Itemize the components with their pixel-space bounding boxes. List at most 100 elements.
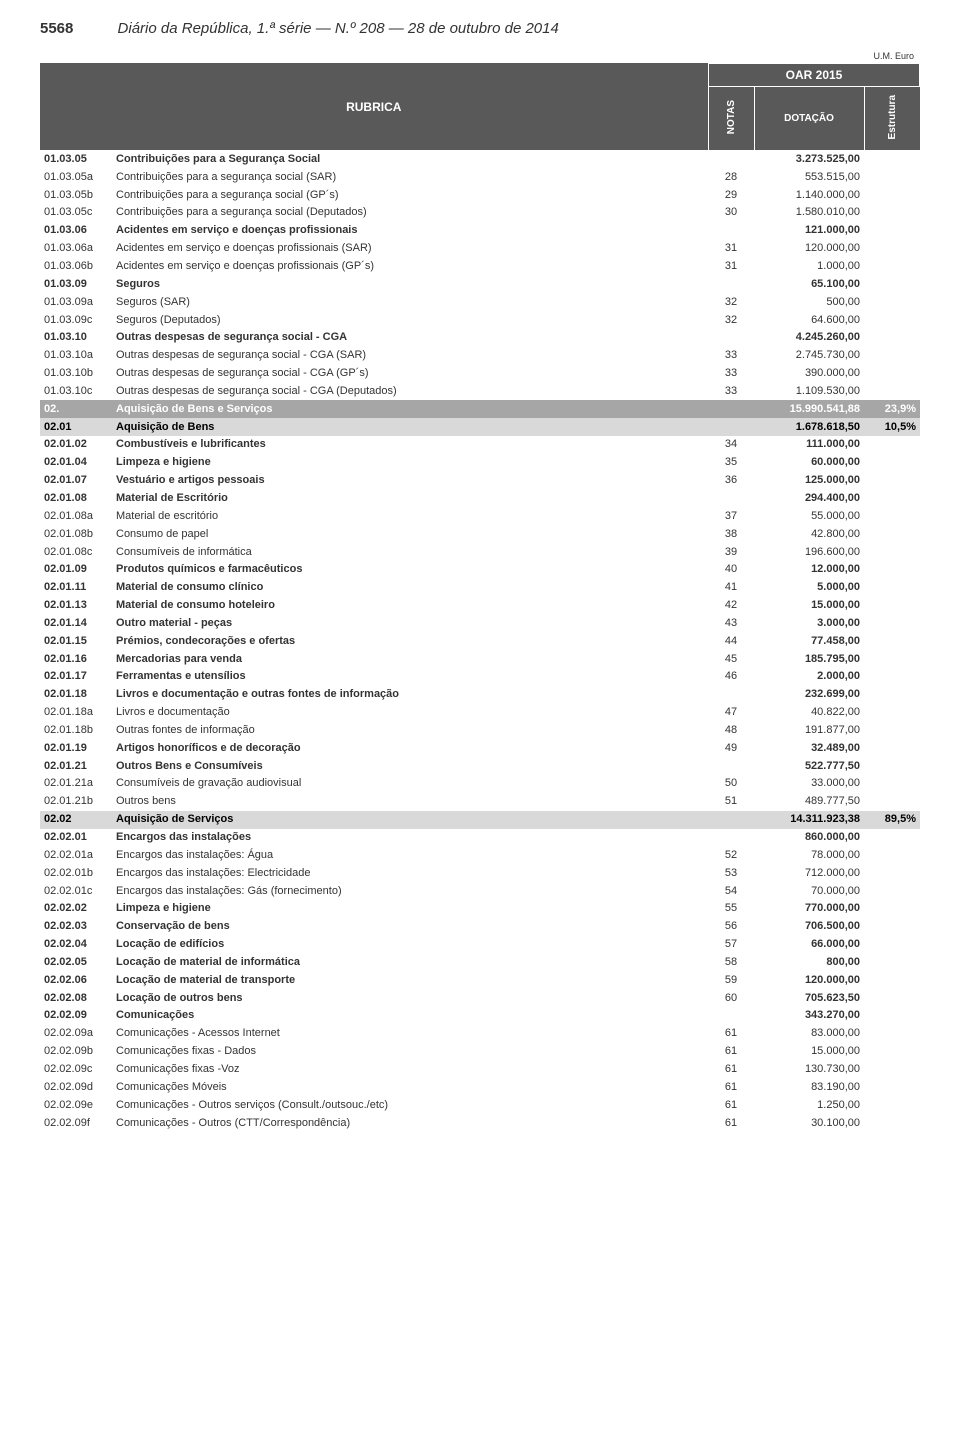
row-desc: Material de consumo hoteleiro bbox=[112, 597, 708, 615]
row-code: 01.03.06b bbox=[40, 258, 112, 276]
col-estrutura: Estrutura bbox=[864, 87, 920, 150]
row-code: 02.02.09b bbox=[40, 1043, 112, 1061]
table-row: 02.02.01cEncargos das instalações: Gás (… bbox=[40, 882, 920, 900]
row-desc: Livros e documentação e outras fontes de… bbox=[112, 686, 708, 704]
row-dotacao: 1.250,00 bbox=[754, 1096, 864, 1114]
row-estrutura bbox=[864, 882, 920, 900]
row-dotacao: 130.730,00 bbox=[754, 1060, 864, 1078]
row-notas bbox=[708, 1007, 754, 1025]
row-dotacao: 60.000,00 bbox=[754, 454, 864, 472]
row-estrutura: 89,5% bbox=[864, 811, 920, 829]
row-estrutura bbox=[864, 293, 920, 311]
row-notas: 50 bbox=[708, 775, 754, 793]
row-code: 02.01.18a bbox=[40, 704, 112, 722]
table-row: 02.01.08aMaterial de escritório3755.000,… bbox=[40, 507, 920, 525]
table-row: 02.01.18bOutras fontes de informação4819… bbox=[40, 721, 920, 739]
row-dotacao: 860.000,00 bbox=[754, 829, 864, 847]
row-desc: Encargos das instalações: Electricidade bbox=[112, 864, 708, 882]
row-dotacao: 120.000,00 bbox=[754, 240, 864, 258]
row-desc: Aquisição de Bens e Serviços bbox=[112, 400, 708, 418]
row-dotacao: 185.795,00 bbox=[754, 650, 864, 668]
row-code: 01.03.10b bbox=[40, 365, 112, 383]
row-dotacao: 553.515,00 bbox=[754, 168, 864, 186]
col-dotacao: DOTAÇÃO bbox=[754, 87, 864, 150]
row-dotacao: 33.000,00 bbox=[754, 775, 864, 793]
row-desc: Produtos químicos e farmacêuticos bbox=[112, 561, 708, 579]
row-dotacao: 78.000,00 bbox=[754, 846, 864, 864]
table-row: 02.02Aquisição de Serviços14.311.923,388… bbox=[40, 811, 920, 829]
row-dotacao: 77.458,00 bbox=[754, 632, 864, 650]
row-estrutura bbox=[864, 543, 920, 561]
row-desc: Acidentes em serviço e doenças profissio… bbox=[112, 240, 708, 258]
table-row: 02.01.02Combustíveis e lubrificantes3411… bbox=[40, 436, 920, 454]
row-desc: Outras despesas de segurança social - CG… bbox=[112, 365, 708, 383]
row-desc: Consumo de papel bbox=[112, 525, 708, 543]
row-code: 01.03.09a bbox=[40, 293, 112, 311]
row-estrutura bbox=[864, 222, 920, 240]
row-notas: 44 bbox=[708, 632, 754, 650]
row-dotacao: 390.000,00 bbox=[754, 365, 864, 383]
row-dotacao: 65.100,00 bbox=[754, 275, 864, 293]
table-row: 02.01.09Produtos químicos e farmacêutico… bbox=[40, 561, 920, 579]
row-code: 02.01.08a bbox=[40, 507, 112, 525]
row-estrutura bbox=[864, 472, 920, 490]
table-row: 02.01.11Material de consumo clínico415.0… bbox=[40, 579, 920, 597]
journal-title: Diário da República, 1.ª série — N.º 208… bbox=[118, 20, 559, 37]
table-row: 02.01.08cConsumíveis de informática39196… bbox=[40, 543, 920, 561]
row-desc: Comunicações - Acessos Internet bbox=[112, 1025, 708, 1043]
row-code: 01.03.05c bbox=[40, 204, 112, 222]
table-row: 01.03.09aSeguros (SAR)32500,00 bbox=[40, 293, 920, 311]
row-dotacao: 125.000,00 bbox=[754, 472, 864, 490]
row-code: 02.02.04 bbox=[40, 936, 112, 954]
row-desc: Comunicações bbox=[112, 1007, 708, 1025]
row-notas: 35 bbox=[708, 454, 754, 472]
row-notas: 42 bbox=[708, 597, 754, 615]
row-estrutura bbox=[864, 579, 920, 597]
row-notas: 37 bbox=[708, 507, 754, 525]
row-code: 02.02.01c bbox=[40, 882, 112, 900]
row-code: 02.02.09d bbox=[40, 1078, 112, 1096]
row-estrutura bbox=[864, 953, 920, 971]
row-code: 01.03.10c bbox=[40, 382, 112, 400]
row-desc: Vestuário e artigos pessoais bbox=[112, 472, 708, 490]
row-dotacao: 712.000,00 bbox=[754, 864, 864, 882]
row-estrutura bbox=[864, 1096, 920, 1114]
row-code: 02.02.09 bbox=[40, 1007, 112, 1025]
row-estrutura bbox=[864, 650, 920, 668]
row-dotacao: 232.699,00 bbox=[754, 686, 864, 704]
row-code: 02.01.16 bbox=[40, 650, 112, 668]
table-row: 02.01.04Limpeza e higiene3560.000,00 bbox=[40, 454, 920, 472]
row-desc: Encargos das instalações: Água bbox=[112, 846, 708, 864]
row-code: 02.02.01 bbox=[40, 829, 112, 847]
row-estrutura bbox=[864, 168, 920, 186]
table-row: 01.03.06aAcidentes em serviço e doenças … bbox=[40, 240, 920, 258]
row-dotacao: 15.990.541,88 bbox=[754, 400, 864, 418]
row-desc: Combustíveis e lubrificantes bbox=[112, 436, 708, 454]
table-row: 02.02.01Encargos das instalações860.000,… bbox=[40, 829, 920, 847]
row-notas: 52 bbox=[708, 846, 754, 864]
table-row: 02.01Aquisição de Bens1.678.618,5010,5% bbox=[40, 418, 920, 436]
col-notas: NOTAS bbox=[708, 87, 754, 150]
row-code: 02.02.03 bbox=[40, 918, 112, 936]
row-code: 01.03.10a bbox=[40, 347, 112, 365]
table-row: 02.02.02Limpeza e higiene55770.000,00 bbox=[40, 900, 920, 918]
row-code: 02.01.13 bbox=[40, 597, 112, 615]
row-code: 02.01.21b bbox=[40, 793, 112, 811]
table-row: 01.03.06bAcidentes em serviço e doenças … bbox=[40, 258, 920, 276]
row-code: 01.03.06 bbox=[40, 222, 112, 240]
row-notas bbox=[708, 489, 754, 507]
table-row: 02.02.09cComunicações fixas -Voz61130.73… bbox=[40, 1060, 920, 1078]
row-desc: Limpeza e higiene bbox=[112, 454, 708, 472]
row-desc: Encargos das instalações: Gás (fornecime… bbox=[112, 882, 708, 900]
row-dotacao: 83.190,00 bbox=[754, 1078, 864, 1096]
document-page: 5568 Diário da República, 1.ª série — N.… bbox=[0, 0, 960, 1172]
row-dotacao: 15.000,00 bbox=[754, 597, 864, 615]
row-code: 02.02.01a bbox=[40, 846, 112, 864]
row-desc: Seguros (SAR) bbox=[112, 293, 708, 311]
unit-label: U.M. Euro bbox=[40, 51, 920, 61]
row-notas: 61 bbox=[708, 1096, 754, 1114]
row-notas: 56 bbox=[708, 918, 754, 936]
row-notas: 30 bbox=[708, 204, 754, 222]
row-notas: 32 bbox=[708, 311, 754, 329]
row-notas bbox=[708, 329, 754, 347]
